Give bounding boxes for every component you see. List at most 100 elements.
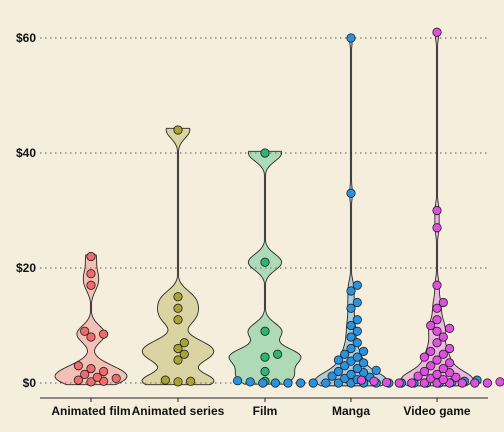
data-point	[470, 378, 480, 388]
data-point	[352, 297, 362, 308]
data-point	[352, 364, 362, 374]
data-point	[369, 376, 379, 386]
x-tick-label: Film	[253, 404, 278, 418]
data-point	[352, 315, 362, 325]
data-point	[283, 378, 293, 388]
data-point	[340, 349, 350, 359]
data-point	[358, 358, 369, 368]
data-point	[233, 376, 243, 386]
data-point	[321, 378, 331, 388]
data-point	[270, 378, 280, 388]
data-point	[260, 326, 270, 336]
data-point	[346, 343, 356, 354]
data-point	[260, 366, 270, 377]
data-point	[457, 378, 467, 388]
data-point	[482, 378, 492, 388]
data-point	[173, 377, 183, 387]
data-point	[346, 320, 356, 331]
data-point	[352, 280, 362, 290]
data-point	[258, 378, 268, 388]
data-point	[419, 366, 429, 377]
y-tick-label: $60	[16, 31, 36, 45]
data-point	[179, 338, 189, 348]
data-point	[333, 366, 343, 377]
data-point	[444, 323, 455, 333]
data-point	[432, 326, 442, 336]
data-point	[260, 148, 270, 158]
data-point	[432, 338, 442, 348]
violin-animated-series	[141, 127, 215, 386]
data-point	[73, 361, 84, 371]
data-point	[432, 280, 442, 290]
data-point	[245, 377, 255, 387]
x-tick-label: Animated film	[51, 404, 130, 418]
data-point	[444, 343, 455, 354]
data-point	[407, 378, 417, 388]
data-point	[444, 358, 455, 368]
data-point	[272, 349, 283, 359]
data-point	[86, 269, 96, 279]
data-point	[179, 349, 189, 359]
data-point	[173, 315, 183, 325]
data-point	[419, 378, 429, 388]
data-point	[438, 364, 448, 374]
data-point	[173, 292, 183, 302]
data-point	[495, 377, 504, 387]
data-point	[86, 377, 96, 387]
data-point	[346, 188, 356, 198]
data-point	[432, 223, 442, 233]
data-point	[432, 315, 442, 325]
data-point	[432, 27, 442, 37]
data-point	[438, 349, 448, 359]
violin-animated-film	[54, 254, 128, 386]
data-point	[186, 376, 196, 386]
data-point	[432, 369, 442, 379]
data-point	[419, 352, 429, 362]
data-point	[86, 364, 96, 374]
data-points	[73, 27, 504, 388]
data-point	[86, 251, 96, 262]
data-point	[80, 326, 90, 336]
x-tick-label: Manga	[332, 404, 370, 418]
data-point	[451, 372, 461, 382]
data-point	[352, 338, 362, 348]
x-axis-ticks: Animated film Animated series Film Manga Vid…	[51, 398, 471, 418]
data-point	[260, 257, 270, 267]
data-point	[381, 377, 392, 388]
data-point	[352, 352, 362, 362]
data-point	[394, 378, 404, 388]
data-point	[111, 373, 121, 383]
data-point	[438, 374, 448, 385]
data-point	[432, 355, 442, 365]
data-point	[327, 371, 337, 381]
data-point	[438, 332, 448, 342]
data-point	[86, 280, 96, 290]
data-point	[160, 375, 170, 385]
data-point	[99, 329, 109, 339]
x-tick-label: Animated series	[132, 404, 225, 418]
data-point	[426, 346, 436, 356]
y-tick-label: $40	[16, 146, 36, 160]
data-point	[346, 303, 356, 313]
data-point	[352, 326, 362, 336]
data-point	[426, 320, 436, 331]
data-point	[92, 372, 102, 382]
data-point	[438, 297, 448, 308]
data-point	[73, 375, 84, 385]
data-point	[260, 352, 270, 362]
data-point	[356, 375, 366, 385]
data-point	[358, 346, 369, 356]
data-point	[173, 355, 183, 365]
data-point	[340, 361, 350, 371]
y-tick-label: $20	[16, 261, 36, 275]
data-point	[426, 361, 436, 371]
y-axis-ticks: $0 $20 $40 $60	[16, 31, 36, 390]
data-point	[413, 371, 423, 381]
x-tick-label: Video game	[403, 404, 470, 418]
data-point	[308, 378, 318, 388]
data-point	[346, 33, 356, 43]
data-point	[173, 303, 183, 313]
data-point	[432, 303, 442, 313]
